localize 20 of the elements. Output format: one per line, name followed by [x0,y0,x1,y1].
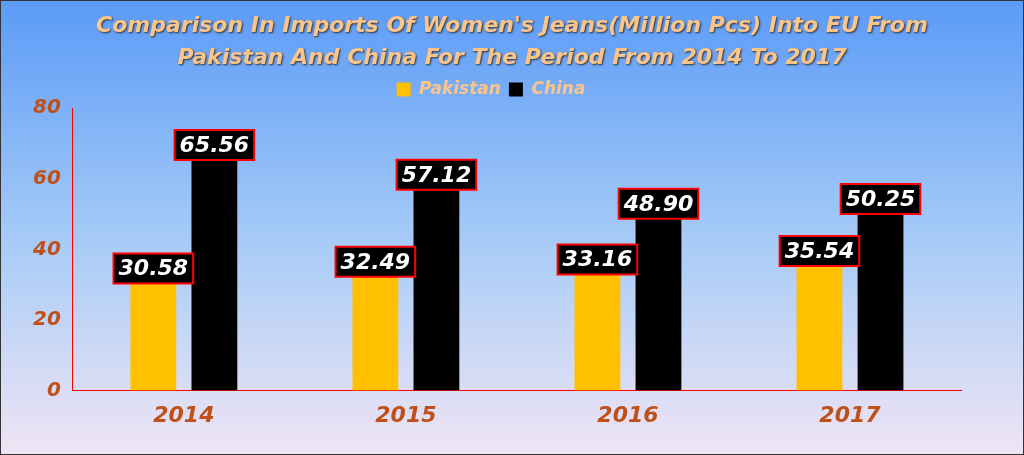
y-tick-label: 80 [32,94,61,119]
legend-label: China [531,77,586,98]
text: 30.58 [118,255,189,281]
text: 65.56 [179,131,250,157]
legend-label: Pakistan [419,77,501,98]
text: 48.90 [623,190,694,216]
y-tick-label: 60 [32,164,61,189]
y-tick-label: 20 [32,306,61,331]
text: 57.12 [401,161,472,187]
text: 33.16 [562,246,633,272]
x-tick-label: 2014 [153,401,215,427]
text: 35.54 [784,237,855,263]
y-tick-label: 0 [46,376,61,401]
text: 32.49 [340,248,411,274]
x-tick-label: 2015 [375,401,437,427]
x-tick-label: 2017 [819,401,882,427]
text: 50.25 [845,185,916,211]
chart-title: Comparison In Imports Of Women's Jeans(Million Pcs) Into EU From Pakistan And China For The Period From 2014 To 2017 [95,11,929,71]
y-tick-label: 40 [31,235,61,260]
x-tick-label: 2016 [597,401,659,427]
